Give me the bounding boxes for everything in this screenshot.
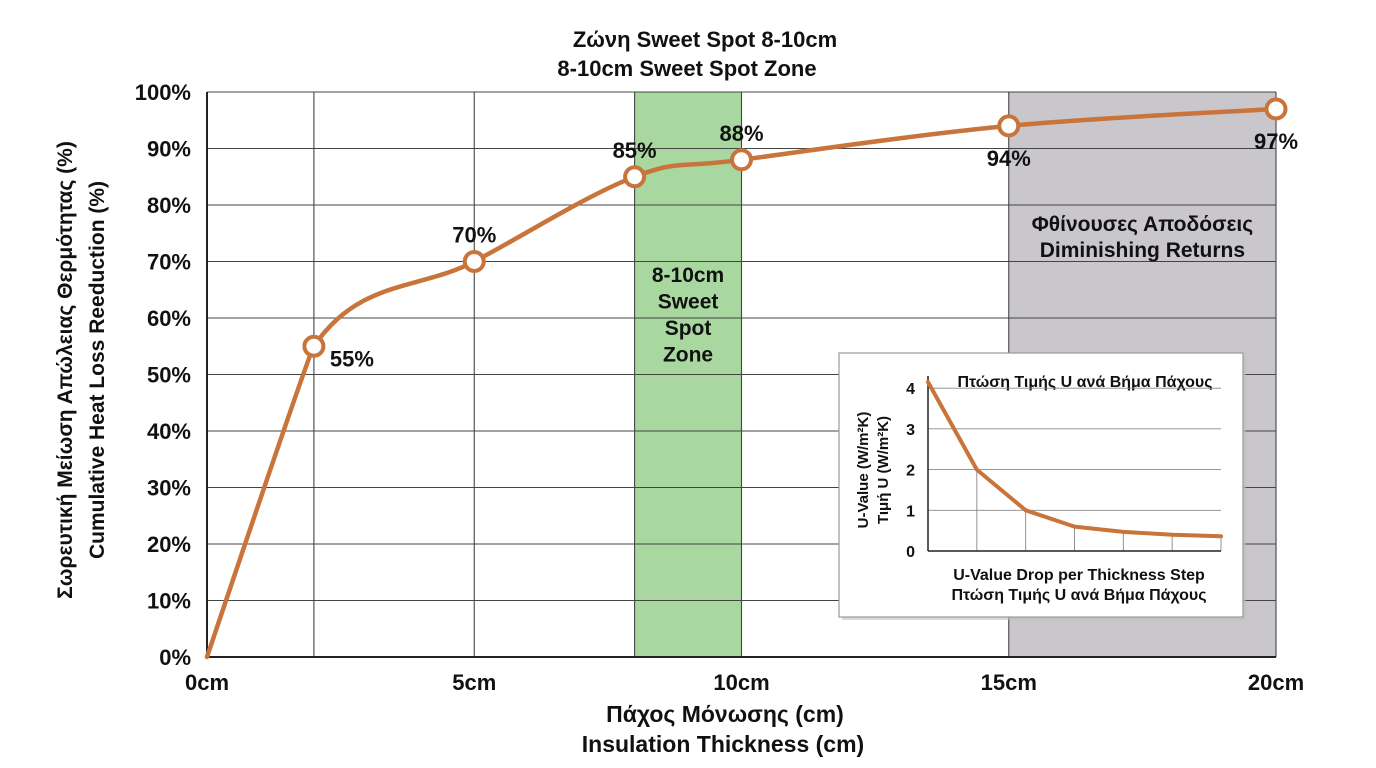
y-tick-label: 80%	[147, 193, 191, 218]
inset-x-label-greek: Πτώση Τιμής U ανά Βήμα Πάχους	[951, 587, 1206, 604]
diminishing-returns-label: Φθίνουσες Αποδόσεις Diminishing Returns	[1032, 213, 1254, 262]
data-point-marker	[462, 250, 486, 273]
inset-y-tick-label: 2	[906, 463, 915, 480]
x-tick-labels: 0cm 5cm 10cm 15cm 20cm	[185, 670, 1304, 695]
x-axis-label-english: Insulation Thickness (cm)	[582, 731, 864, 757]
inset-y-tick-label: 4	[906, 381, 915, 398]
y-tick-label: 50%	[147, 363, 191, 388]
data-point-marker	[997, 114, 1021, 138]
inset-u-value-chart: Πτώση Τιμής U ανά Βήμα Πάχους 0 1 2 3 4 U-Va…	[838, 352, 1246, 620]
diminishing-returns-label-line: Diminishing Returns	[1040, 239, 1245, 262]
diminishing-returns-label-line: Φθίνουσες Αποδόσεις	[1032, 213, 1254, 236]
y-tick-label: 100%	[135, 80, 191, 105]
inset-panel	[838, 352, 1244, 618]
sweet-spot-label-line: Sweet	[658, 291, 719, 314]
y-tick-label: 30%	[147, 476, 191, 501]
x-tick-label: 0cm	[185, 670, 229, 695]
chart-title: Ζώνη Sweet Spot 8-10cm	[573, 27, 837, 52]
x-axis-label-greek: Πάχος Μόνωσης (cm)	[606, 701, 844, 727]
inset-vertical-gridlines	[976, 469, 1222, 551]
x-tick-label: 10cm	[713, 670, 769, 695]
y-tick-label: 0%	[159, 645, 191, 670]
sweet-spot-label-line: Spot	[665, 317, 712, 340]
sweet-spot-label-line: Zone	[663, 344, 713, 367]
y-tick-labels: 0% 10% 20% 30% 40% 50% 60% 70% 80% 90% 100%	[135, 80, 191, 670]
inset-y-tick-label: 1	[906, 503, 915, 520]
data-point-label: 70%	[452, 223, 496, 248]
x-tick-label: 5cm	[452, 670, 496, 695]
inset-y-tick-labels: 0 1 2 3 4	[906, 381, 915, 561]
data-point-marker	[730, 148, 753, 172]
y-tick-label: 60%	[147, 306, 191, 331]
data-point-marker	[623, 165, 647, 189]
x-tick-label: 15cm	[981, 670, 1037, 695]
inset-u-value-line	[926, 380, 1223, 539]
data-point-label: 85%	[613, 138, 657, 163]
data-point-marker	[1264, 97, 1288, 121]
inset-y-tick-label: 3	[906, 422, 915, 439]
x-tick-label: 20cm	[1248, 670, 1304, 695]
data-point-marker	[302, 334, 326, 358]
inset-y-label-english: U-Value (W/m²K)	[855, 412, 872, 529]
inset-y-label-greek: Τιμή U (W/m²K)	[875, 416, 892, 524]
chart-subtitle: 8-10cm Sweet Spot Zone	[557, 56, 816, 81]
data-point-markers	[302, 97, 1288, 358]
y-tick-label: 10%	[147, 589, 191, 614]
y-tick-label: 20%	[147, 532, 191, 557]
sweet-spot-label-line: 8-10cm	[652, 264, 724, 287]
data-point-label: 97%	[1254, 129, 1298, 154]
inset-x-label-english: U-Value Drop per Thickness Step	[953, 567, 1205, 584]
data-point-labels: 55% 70% 85% 88% 94% 97%	[330, 121, 1298, 371]
y-axis-label-greek: Σωρευτική Μείωση Απώλειας Θερμότητας (%)	[54, 141, 77, 599]
inset-title: Πτώση Τιμής U ανά Βήμα Πάχους	[957, 374, 1212, 391]
data-point-label: 94%	[987, 146, 1031, 171]
y-tick-label: 90%	[147, 137, 191, 162]
sweet-spot-zone-label: 8-10cm Sweet Spot Zone	[652, 264, 724, 367]
inset-y-tick-label: 0	[906, 544, 915, 561]
y-tick-label: 40%	[147, 419, 191, 444]
y-axis-label-english: Cumulative Heat Loss Reeduction (%)	[86, 181, 109, 559]
data-point-label: 55%	[330, 346, 374, 371]
data-point-label: 88%	[719, 121, 763, 146]
y-tick-label: 70%	[147, 250, 191, 275]
